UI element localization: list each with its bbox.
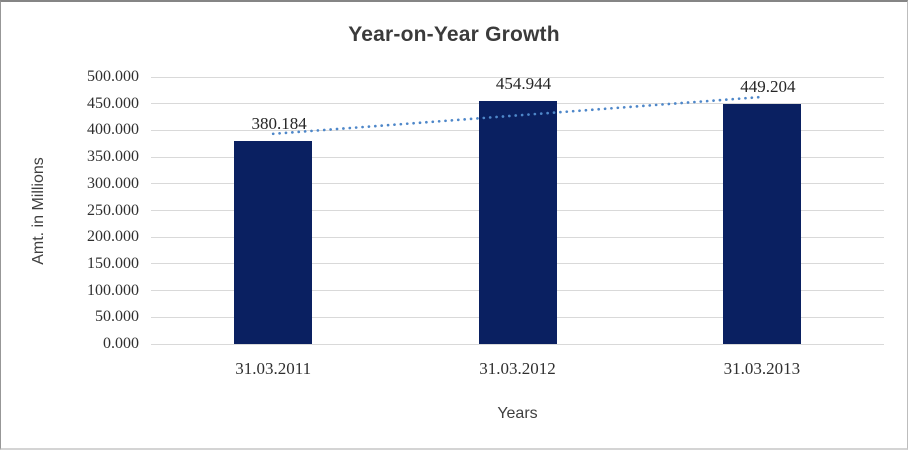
- y-tick-label: 200.000: [87, 228, 139, 246]
- y-tick-label: 50.000: [95, 308, 139, 326]
- y-tick-label: 0.000: [103, 335, 139, 352]
- bar: [478, 101, 557, 344]
- bar: [722, 104, 801, 344]
- y-tick-label: 450.000: [87, 94, 139, 112]
- bar-value-label: 380.184: [251, 113, 307, 133]
- bar: [234, 140, 313, 344]
- y-tick-label: 150.000: [87, 254, 139, 272]
- y-tick-label: 100.000: [87, 281, 139, 299]
- x-tick-label: 31.03.2011: [235, 359, 312, 378]
- x-tick-label: 31.03.2012: [479, 359, 556, 378]
- y-tick-label: 300.000: [87, 174, 139, 192]
- y-tick-label: 250.000: [87, 201, 139, 219]
- gridline: [151, 343, 884, 345]
- chart-title: Year-on-Year Growth: [348, 23, 560, 46]
- bar-value-label: 449.204: [740, 77, 796, 97]
- x-tick-label: 31.03.2013: [723, 359, 801, 378]
- bar-value-label: 454.944: [495, 74, 552, 94]
- y-tick-label: 350.000: [87, 148, 139, 166]
- x-axis-title: Years: [497, 405, 538, 422]
- y-tick-label: 400.000: [87, 121, 139, 139]
- y-tick-label: 500.000: [87, 68, 139, 85]
- gridline: [151, 76, 884, 78]
